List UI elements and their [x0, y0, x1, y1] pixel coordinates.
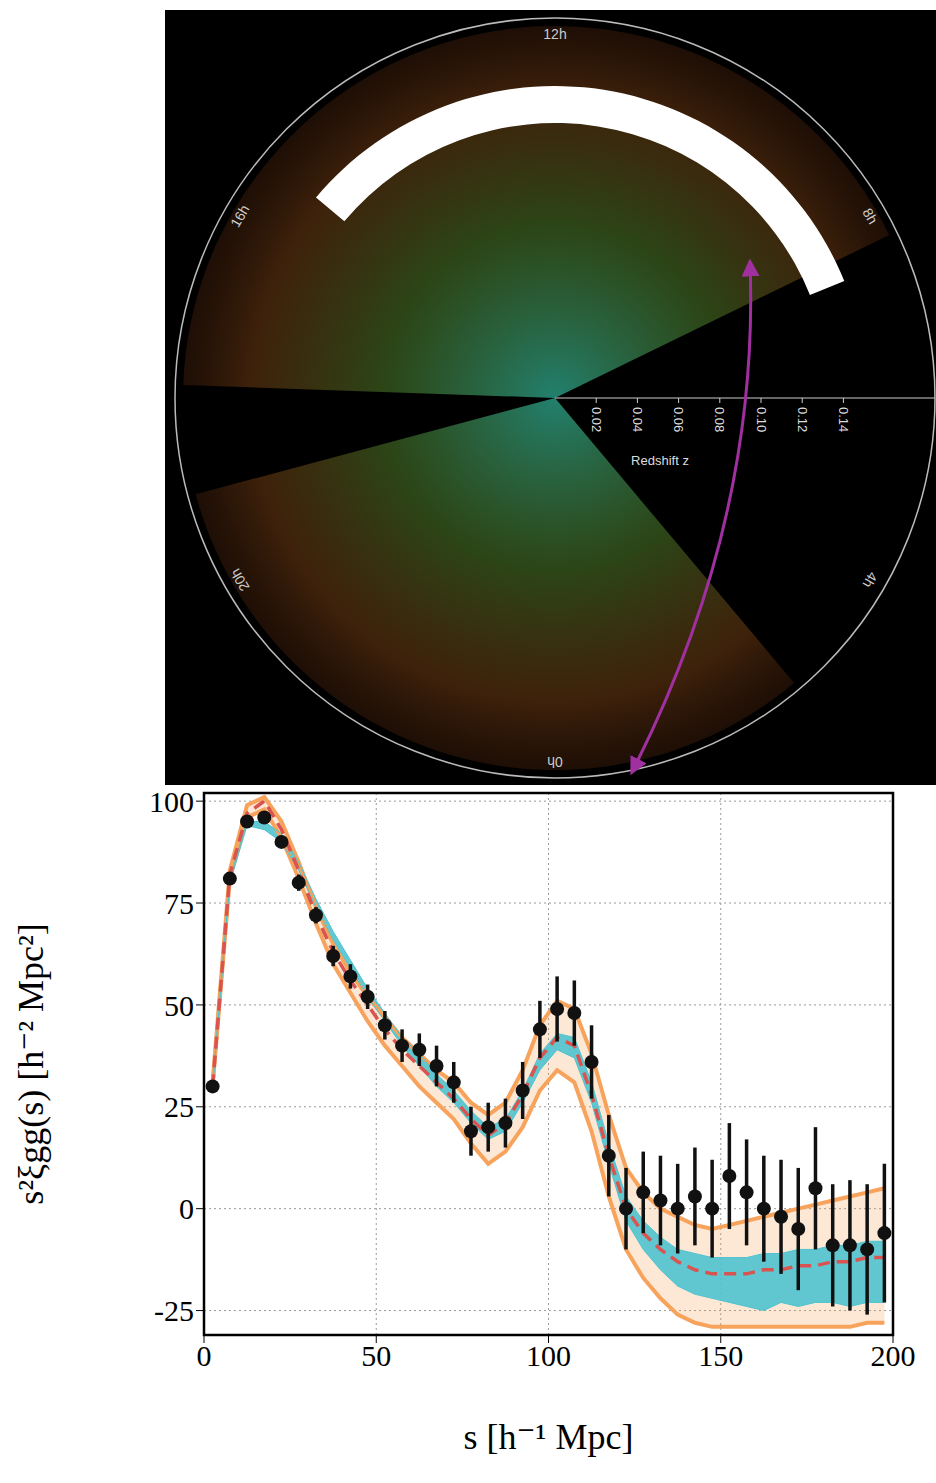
svg-text:-25: -25 — [154, 1294, 194, 1327]
svg-text:0.04: 0.04 — [630, 407, 645, 432]
svg-text:100: 100 — [149, 785, 194, 818]
svg-text:0: 0 — [179, 1192, 194, 1225]
svg-text:s²ξgg(s) [h⁻² Mpc²]: s²ξgg(s) [h⁻² Mpc²] — [11, 923, 51, 1204]
svg-text:100: 100 — [526, 1339, 571, 1372]
svg-text:0: 0 — [197, 1339, 212, 1372]
svg-text:150: 150 — [698, 1339, 743, 1372]
svg-text:50: 50 — [361, 1339, 391, 1372]
svg-text:4h: 4h — [859, 569, 881, 590]
svg-text:s [h⁻¹ Mpc]: s [h⁻¹ Mpc] — [464, 1417, 634, 1457]
svg-text:0.02: 0.02 — [589, 407, 604, 432]
svg-text:0.14: 0.14 — [836, 407, 851, 432]
svg-text:20h: 20h — [227, 566, 253, 594]
svg-text:0.08: 0.08 — [712, 407, 727, 432]
svg-text:12h: 12h — [543, 26, 566, 42]
svg-text:16h: 16h — [227, 202, 253, 230]
svg-text:8h: 8h — [859, 205, 881, 226]
svg-text:200: 200 — [871, 1339, 916, 1372]
svg-text:0h: 0h — [547, 754, 563, 770]
svg-text:75: 75 — [164, 887, 194, 920]
svg-text:0.12: 0.12 — [795, 407, 810, 432]
svg-text:Redshift z: Redshift z — [631, 453, 689, 468]
svg-text:0.10: 0.10 — [754, 407, 769, 432]
svg-text:0.06: 0.06 — [671, 407, 686, 432]
svg-text:25: 25 — [164, 1090, 194, 1123]
svg-text:50: 50 — [164, 989, 194, 1022]
